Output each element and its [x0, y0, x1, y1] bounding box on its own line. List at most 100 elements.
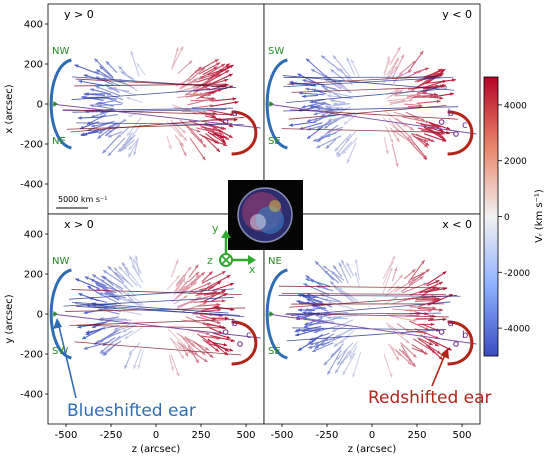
- arrowhead: [230, 338, 235, 343]
- arrowhead: [216, 148, 220, 152]
- velocity-arrow: [308, 298, 333, 308]
- velocity-arrow: [91, 305, 117, 309]
- arrowhead: [339, 290, 344, 295]
- jet-ray: [292, 327, 441, 331]
- arrowhead: [133, 364, 137, 369]
- y-tick-label: 400: [24, 230, 43, 241]
- jet-ray: [65, 307, 246, 312]
- arrowhead: [205, 346, 210, 351]
- velocity-arrow: [407, 259, 426, 283]
- region-tag-bottom: SE: [268, 136, 281, 147]
- arrowhead: [432, 298, 437, 303]
- arrowhead: [419, 50, 424, 55]
- colorbar-tick-label: -4000: [504, 325, 530, 335]
- arrowhead: [131, 264, 136, 269]
- arrowhead: [395, 356, 399, 361]
- arrowhead: [221, 271, 226, 275]
- velocity-arrow: [400, 275, 424, 293]
- arrowhead: [85, 331, 90, 336]
- arrowhead: [388, 70, 393, 75]
- velocity-arrow: [100, 279, 123, 295]
- arrowhead: [428, 341, 433, 345]
- arrowhead: [122, 72, 127, 77]
- velocity-arrow: [382, 267, 393, 294]
- velocity-arrow: [199, 300, 226, 303]
- arrowhead: [90, 88, 95, 92]
- arrowhead: [321, 55, 326, 60]
- arrowhead: [223, 343, 228, 347]
- y-tick-label: -400: [20, 180, 43, 191]
- arrowhead: [332, 328, 337, 332]
- velocity-arrow: [94, 99, 117, 105]
- velocity-arrow: [196, 73, 222, 83]
- velocity-arrow: [404, 309, 433, 312]
- velocity-arrow: [203, 135, 221, 153]
- arrowhead: [103, 270, 108, 274]
- arrowhead: [437, 297, 441, 301]
- arrowhead: [214, 59, 219, 63]
- arrowhead: [225, 136, 230, 140]
- arrowhead: [309, 279, 314, 283]
- velocity-arrow: [204, 289, 227, 302]
- arrowhead: [430, 138, 435, 143]
- arrowhead: [354, 271, 358, 276]
- arrowhead: [208, 271, 213, 276]
- velocity-arrow: [309, 337, 336, 346]
- arrowhead: [423, 138, 428, 142]
- y-axis-label: y (arcsec): [4, 294, 15, 343]
- velocity-arrow: [346, 142, 357, 164]
- velocity-arrow: [334, 133, 352, 152]
- arrowhead: [441, 137, 446, 141]
- arrowhead: [95, 85, 100, 90]
- arrowhead: [95, 282, 100, 287]
- jet-ray: [76, 319, 235, 326]
- arrowhead: [304, 322, 309, 326]
- arrowhead: [99, 66, 104, 70]
- arrowhead: [225, 63, 230, 68]
- jet-ray: [278, 294, 461, 297]
- arrowhead: [124, 335, 129, 340]
- jet-ray: [282, 75, 455, 91]
- arrowhead: [122, 145, 127, 150]
- arrowhead: [398, 71, 403, 76]
- jet-ray: [63, 109, 231, 116]
- jet-ray: [283, 76, 454, 88]
- velocity-arrow: [97, 122, 118, 140]
- arrowhead: [440, 134, 445, 139]
- velocity-arrow: [206, 109, 234, 116]
- velocity-arrow: [327, 112, 350, 125]
- velocity-arrow: [312, 112, 334, 124]
- knot-label: c: [246, 330, 252, 341]
- arrowhead: [229, 112, 234, 117]
- y-tick-label: 200: [24, 60, 43, 71]
- arrowhead: [100, 279, 105, 284]
- x-tick-label: -500: [55, 430, 78, 441]
- velocity-arrow: [402, 116, 430, 123]
- velocity-arrow: [171, 45, 184, 70]
- arrowhead: [197, 66, 202, 71]
- velocity-arrow: [196, 127, 224, 135]
- velocity-arrow: [382, 255, 396, 279]
- arrowhead: [411, 60, 416, 65]
- velocity-arrow: [303, 317, 328, 323]
- arrowhead: [188, 60, 193, 65]
- arrowhead: [318, 315, 323, 319]
- arrowhead: [202, 143, 207, 148]
- arrowhead: [170, 366, 175, 371]
- arrowhead: [224, 83, 229, 87]
- arrowhead: [430, 317, 434, 321]
- arrowhead: [323, 74, 328, 78]
- arrowhead: [203, 92, 208, 97]
- velocity-arrow: [383, 353, 393, 378]
- arrowhead: [126, 132, 131, 137]
- velocity-arrow: [409, 306, 437, 309]
- velocity-arrow: [418, 299, 441, 307]
- direction-arrow: [269, 101, 274, 107]
- jet-ray: [289, 294, 458, 308]
- arrowhead: [175, 259, 179, 264]
- velocity-arrow: [389, 315, 417, 322]
- x-tick-label: -500: [271, 430, 294, 441]
- panel-label: x > 0: [64, 218, 94, 231]
- arrowhead: [354, 259, 359, 263]
